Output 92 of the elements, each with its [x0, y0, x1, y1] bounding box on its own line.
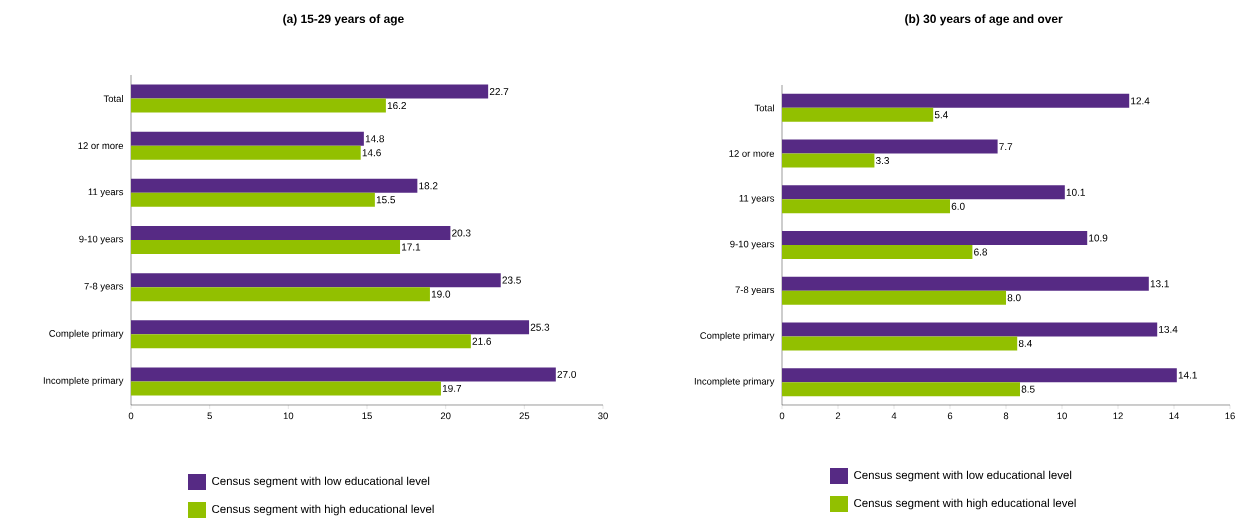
y-tick-label: 9-10 years: [730, 240, 775, 250]
bar: [782, 185, 1065, 200]
data-label: 7.7: [999, 143, 1013, 150]
bar: [131, 145, 361, 160]
y-tick-label: 11 years: [88, 188, 124, 198]
chart-title: (a) 15-29 years of age: [283, 14, 404, 26]
bar: [131, 273, 501, 288]
bar: [782, 107, 934, 122]
data-label: 25.3: [530, 323, 550, 331]
x-tick-label: 8: [1003, 412, 1009, 420]
x-tick-label: 14: [1169, 412, 1179, 420]
bar: [782, 199, 951, 214]
data-label: 23.5: [502, 276, 521, 284]
x-tick-label: 20: [440, 412, 451, 420]
y-tick-label: 7-8 years: [84, 282, 124, 292]
y-tick-label: Incomplete primary: [694, 377, 775, 387]
bar: [782, 93, 1130, 108]
bar: [782, 368, 1177, 383]
legend-label: Census segment with low educational level: [854, 470, 1072, 482]
data-label: 20.3: [452, 229, 471, 237]
data-label: 22.7: [489, 88, 509, 96]
data-label: 17.1: [402, 243, 421, 251]
data-label: 12.4: [1131, 97, 1150, 105]
bar: [131, 225, 451, 240]
x-tick-label: 10: [1057, 412, 1067, 420]
y-tick-label: 11 years: [739, 195, 775, 204]
y-tick-label: 12 or more: [78, 142, 124, 150]
x-tick-label: 12: [1113, 412, 1123, 420]
bar: [131, 131, 364, 146]
data-label: 14.6: [362, 149, 381, 157]
data-label: 10.1: [1066, 188, 1085, 196]
data-label: 13.1: [1150, 280, 1169, 288]
data-label: 6.8: [974, 248, 988, 256]
x-tick-label: 10: [283, 412, 294, 420]
data-label: 13.4: [1159, 325, 1178, 333]
x-tick-label: 30: [598, 412, 608, 420]
data-label: 14.8: [365, 135, 385, 143]
bar: [782, 153, 875, 168]
data-label: 21.6: [472, 337, 492, 345]
data-label: 3.3: [875, 157, 890, 165]
x-tick-label: 5: [207, 412, 212, 420]
data-label: 8.5: [1021, 385, 1035, 393]
data-label: 6.0: [951, 202, 965, 210]
data-label: 14.1: [1178, 371, 1197, 379]
data-label: 8.0: [1007, 294, 1021, 302]
bar: [131, 320, 530, 335]
data-label: 10.9: [1089, 234, 1108, 242]
x-tick-label: 15: [362, 412, 372, 420]
y-tick-label: Complete primary: [49, 329, 124, 339]
x-tick-label: 25: [519, 412, 530, 420]
x-tick-label: 2: [835, 412, 841, 420]
bar: [782, 322, 1158, 337]
x-tick-label: 0: [779, 412, 785, 420]
y-tick-label: 9-10 years: [79, 235, 124, 245]
bar: [131, 192, 375, 207]
bar: [131, 381, 441, 396]
legend-label: Census segment with low educational level: [212, 476, 430, 488]
bar: [131, 178, 418, 193]
bar: [782, 382, 1021, 397]
y-tick-label: 7-8 years: [735, 286, 775, 295]
x-tick-label: 16: [1225, 412, 1235, 420]
data-label: 15.5: [376, 196, 396, 204]
legend-label: Census segment with high educational level: [854, 498, 1076, 510]
bar: [131, 334, 471, 349]
data-label: 19.0: [431, 290, 451, 298]
y-tick-label: Total: [103, 95, 123, 103]
legend-label: Census segment with high educational level: [212, 504, 434, 516]
data-label: 27.0: [557, 370, 577, 378]
x-tick-label: 4: [891, 412, 897, 420]
x-tick-label: 0: [128, 412, 134, 420]
chart-title: (b) 30 years of age and over: [905, 14, 1063, 26]
x-tick-label: 6: [947, 412, 953, 420]
bar: [782, 276, 1149, 291]
data-label: 5.4: [934, 111, 948, 119]
bar: [131, 239, 401, 254]
data-label: 18.2: [419, 182, 438, 190]
bar: [131, 98, 386, 113]
y-tick-label: Incomplete primary: [43, 377, 124, 386]
bar: [782, 336, 1018, 351]
y-tick-label: Total: [754, 104, 774, 112]
bar: [782, 230, 1088, 245]
bar: [131, 367, 556, 382]
y-tick-label: Complete primary: [700, 332, 775, 341]
y-tick-label: 12 or more: [729, 150, 775, 157]
bar: [782, 290, 1007, 305]
data-label: 8.4: [1018, 339, 1032, 347]
bar: [131, 84, 489, 99]
bar: [131, 287, 430, 302]
bar: [782, 244, 973, 259]
data-label: 16.2: [387, 102, 406, 110]
bar: [782, 139, 998, 154]
data-label: 19.7: [442, 384, 462, 392]
